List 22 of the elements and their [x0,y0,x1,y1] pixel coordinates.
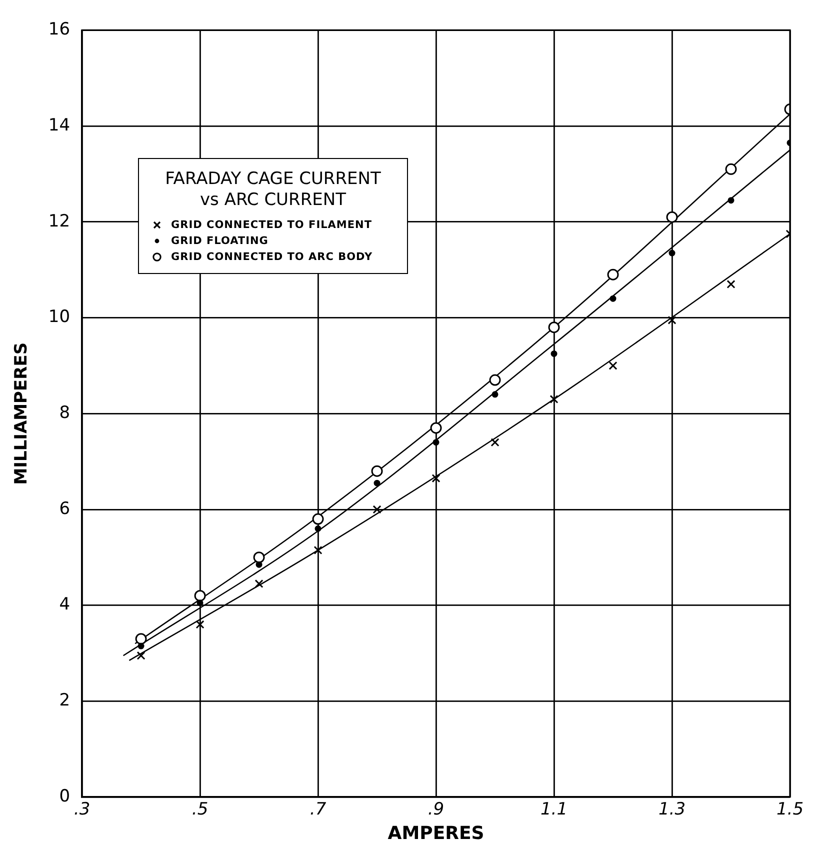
x-tick-label: .5 [192,800,208,820]
x-tick-label: 1.3 [658,800,686,820]
y-tick-label: 12 [48,211,70,232]
y-tick-label: 8 [59,403,70,424]
y-tick-label: 6 [59,498,70,519]
legend-label: GRID CONNECTED TO FILAMENT [171,219,372,231]
x-tick-label: .3 [74,800,90,820]
legend-label: GRID CONNECTED TO ARC BODY [171,251,373,263]
x-tick-label: 1.1 [540,800,568,820]
x-tick-label: .9 [428,800,444,820]
y-tick-label: 4 [59,594,70,615]
y-tick-label: 0 [59,786,70,806]
x-tick-label: 1.5 [776,800,804,820]
y-axis-title: MILLIAMPERES [12,342,32,485]
y-tick-label: 14 [48,115,70,136]
legend-label: GRID FLOATING [171,235,268,247]
text: FARADAY CAGE CURRENT vs ARC CURRENT [164,169,382,211]
x-tick-label: .7 [310,800,326,820]
x-axis-title: AMPERES [388,822,484,844]
y-tick-label: 10 [48,307,70,328]
y-tick-label: 2 [59,690,70,711]
y-tick-label: 16 [48,20,70,40]
